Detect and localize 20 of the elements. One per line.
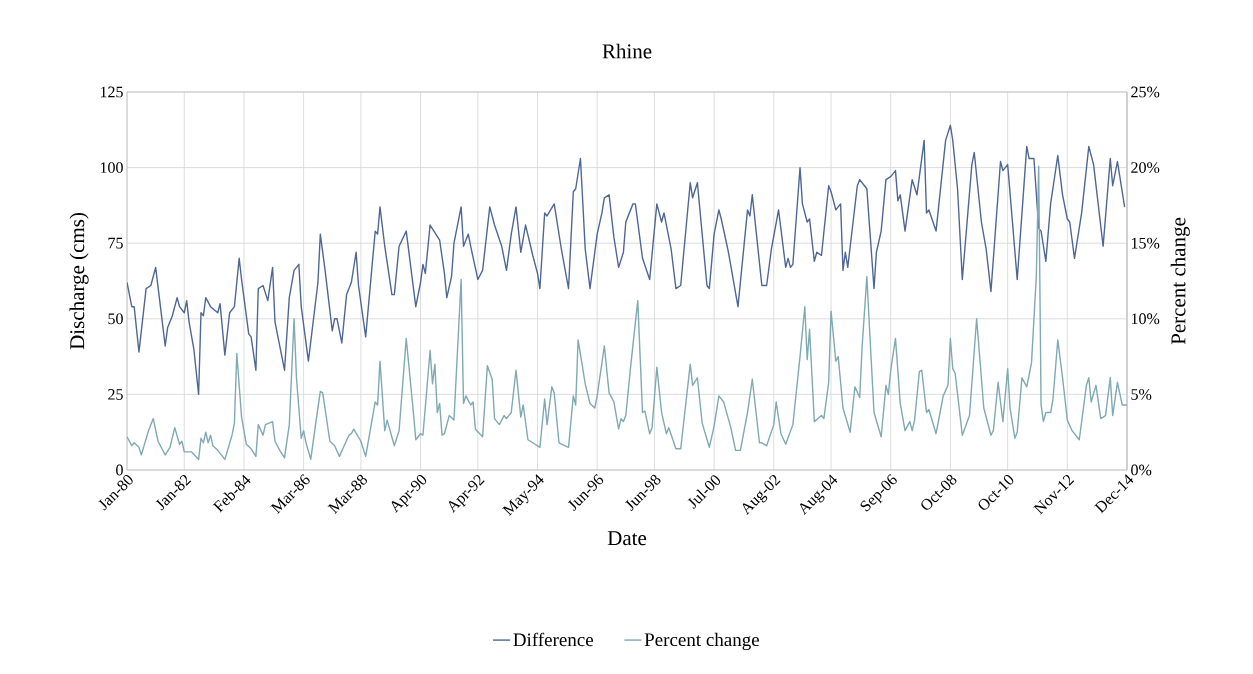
y-tick-label: 0 bbox=[116, 464, 123, 476]
y2-tick-label: 25% bbox=[1131, 86, 1160, 98]
y-tick-label: 25 bbox=[108, 389, 123, 400]
y2-tick-label: 5% bbox=[1131, 388, 1152, 400]
legend-label: Difference bbox=[513, 632, 594, 647]
y-axis-title: Discharge (cms) bbox=[69, 213, 89, 350]
y-tick-label: 100 bbox=[100, 162, 123, 173]
x-axis-title: Date bbox=[607, 531, 647, 546]
line-series bbox=[127, 165, 1127, 461]
y2-tick-label: 10% bbox=[1131, 313, 1160, 325]
y2-tick-label: 20% bbox=[1131, 162, 1160, 174]
line-series bbox=[127, 124, 1126, 396]
y-tick-label: 125 bbox=[100, 86, 123, 98]
y2-tick-label: 0% bbox=[1131, 464, 1152, 476]
y-tick-label: 75 bbox=[108, 237, 123, 249]
chart-title: Rhine bbox=[602, 43, 652, 59]
y2-tick-label: 15% bbox=[1131, 237, 1160, 249]
y-tick-label: 50 bbox=[108, 313, 123, 325]
y2-axis-title: Percent change bbox=[1170, 217, 1190, 345]
legend-label: Percent change bbox=[644, 632, 760, 651]
